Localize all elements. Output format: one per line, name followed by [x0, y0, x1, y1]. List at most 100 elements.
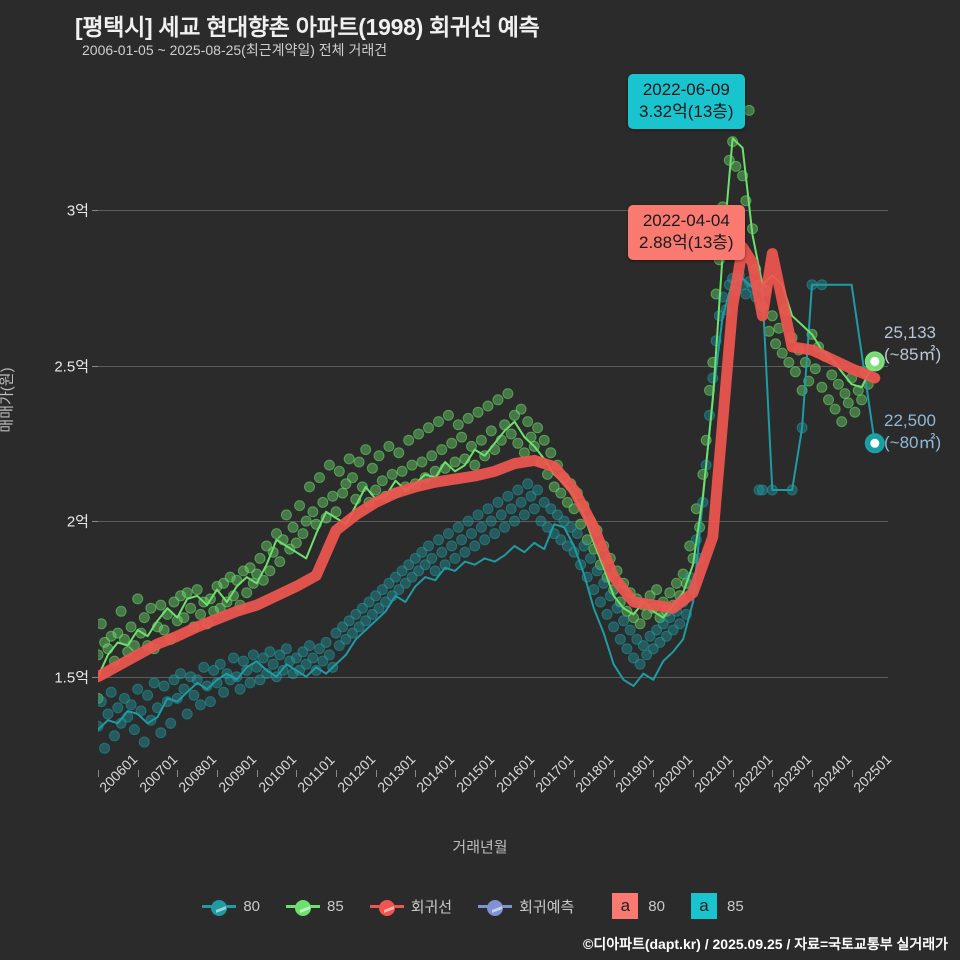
scatter-point	[390, 571, 401, 583]
scatter-point	[485, 515, 497, 527]
footer-credit: ©디아파트(dapt.kr) / 2025.09.25 / 자료=국토교통부 실…	[583, 936, 948, 952]
scatter-point	[181, 587, 193, 599]
scatter-point	[416, 546, 428, 558]
scatter-point	[330, 627, 342, 639]
scatter-point	[466, 440, 477, 452]
legend-badge-80[interactable]: a 80	[612, 893, 665, 919]
scatter-point	[175, 668, 187, 680]
series-line-85	[98, 137, 876, 678]
scatter-point	[628, 652, 639, 664]
scatter-point	[314, 472, 325, 484]
legend-item-회귀선[interactable]: 회귀선	[369, 896, 452, 917]
scatter-point	[482, 400, 494, 412]
scatter-point	[347, 472, 358, 484]
scatter-point	[198, 661, 210, 673]
scatter-point	[304, 481, 315, 493]
legend-item-회귀예측[interactable]: 회귀예측	[478, 896, 574, 917]
scatter-point	[509, 409, 520, 421]
scatter-point	[396, 565, 408, 577]
scatter-point	[360, 615, 372, 627]
scatter-point	[254, 674, 266, 686]
legend-badge-85[interactable]: a 85	[690, 893, 744, 919]
scatter-point	[241, 587, 253, 599]
scatter-point	[482, 503, 494, 515]
scatter-point	[439, 559, 451, 571]
x-tick-mark	[415, 770, 417, 777]
badge-glyph: a	[690, 893, 717, 919]
x-axis-title: 거래년월	[452, 839, 508, 856]
scatter-point	[611, 602, 623, 614]
scatter-point	[320, 636, 332, 648]
scatter-point	[109, 730, 120, 742]
scatter-point	[661, 630, 672, 642]
scatter-point	[353, 621, 365, 633]
scatter-point	[399, 577, 411, 589]
scatter-point	[406, 571, 418, 583]
legend-label: 85	[327, 897, 344, 915]
scatter-point	[247, 649, 259, 661]
scatter-point	[849, 406, 861, 418]
y-tick-label: 1.5억	[54, 669, 89, 687]
regression-peak-tooltip[interactable]: 2022-04-04 2.88억(13층)	[628, 205, 745, 260]
scatter-point	[317, 655, 329, 667]
scatter-point	[535, 515, 547, 527]
scatter-point	[532, 422, 544, 434]
scatter-point	[353, 456, 365, 468]
scatter-point	[99, 636, 111, 648]
scatter-point	[280, 509, 292, 521]
scatter-point	[376, 475, 388, 487]
scatter-point	[323, 649, 335, 661]
legend-dot-icon	[211, 900, 228, 916]
scatter-point	[98, 696, 107, 708]
scatter-point	[783, 356, 795, 368]
legend-item-85[interactable]: 85	[286, 897, 344, 916]
scatter-point	[340, 633, 352, 645]
scatter-point	[621, 643, 633, 655]
scatter-point	[561, 496, 573, 508]
scatter-point	[393, 584, 405, 596]
scatter-point	[125, 699, 137, 711]
scatter-point	[241, 664, 253, 676]
scatter-point	[280, 643, 292, 655]
scatter-point	[446, 437, 458, 449]
scatter-point	[753, 484, 765, 496]
scatter-point	[776, 347, 788, 359]
scatter-point	[489, 528, 501, 540]
gridline-y	[98, 210, 888, 211]
scatter-point	[360, 444, 372, 456]
scatter-point	[548, 481, 560, 493]
end-marker-core	[870, 356, 880, 366]
scatter-point	[409, 552, 421, 564]
scatter-point	[373, 602, 385, 614]
scatter-point	[832, 378, 844, 390]
peak-85-tooltip[interactable]: 2022-06-09 3.32억(13층)	[628, 74, 745, 129]
scatter-point	[545, 447, 557, 459]
x-tick-mark	[494, 770, 496, 777]
scatter-point	[505, 503, 517, 515]
scatter-point	[343, 615, 355, 627]
scatter-point	[538, 434, 550, 446]
scatter-point	[228, 652, 239, 664]
scatter-point	[624, 624, 636, 636]
x-axis: 200601 200701 200801 200901 201001 201101 2012…	[96, 751, 894, 795]
legend-item-80[interactable]: 80	[202, 898, 260, 916]
scatter-group-80	[98, 269, 881, 754]
scatter-point	[191, 674, 203, 686]
scatter-point	[469, 459, 481, 471]
scatter-point	[710, 288, 722, 300]
scatter-point	[704, 409, 715, 421]
scatter-point	[155, 727, 167, 739]
scatter-point	[158, 624, 170, 636]
series-line-회귀선	[98, 241, 881, 683]
end-marker-core	[870, 438, 880, 448]
scatter-point	[492, 496, 504, 508]
scatter-point	[766, 310, 778, 322]
scatter-point	[429, 565, 441, 577]
scatter-point	[237, 565, 249, 577]
scatter-point	[634, 618, 646, 630]
x-tick-mark	[534, 770, 536, 777]
scatter-point	[515, 496, 527, 508]
scatter-point	[158, 680, 170, 692]
scatter-point	[195, 699, 206, 711]
scatter-point	[628, 612, 639, 624]
